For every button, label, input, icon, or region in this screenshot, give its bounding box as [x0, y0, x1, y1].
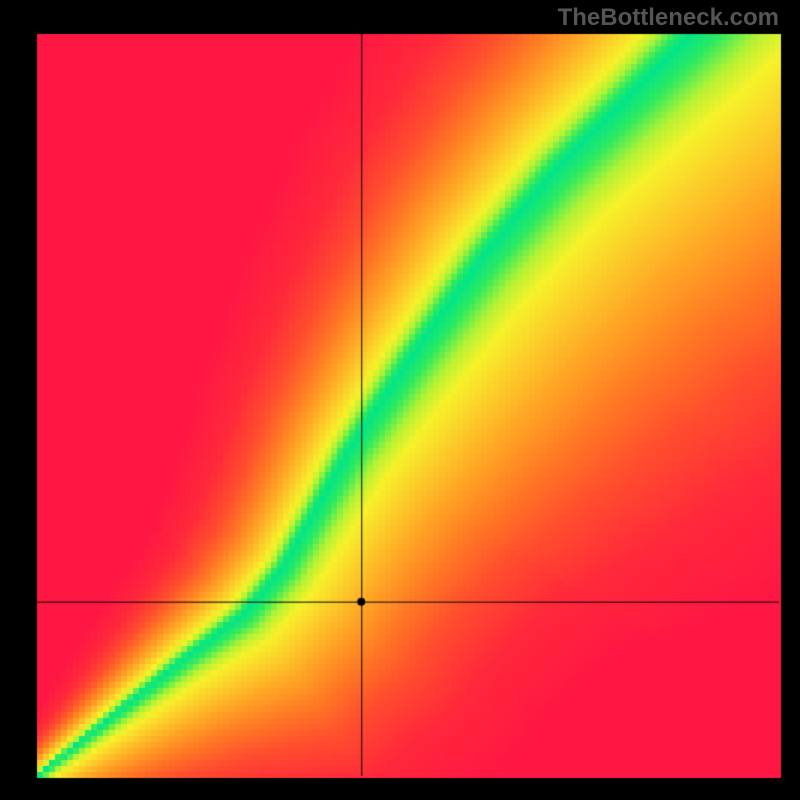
watermark-text: TheBottleneck.com: [558, 4, 779, 32]
chart-container: TheBottleneck.com: [0, 0, 800, 800]
heatmap-plot: [0, 0, 800, 800]
